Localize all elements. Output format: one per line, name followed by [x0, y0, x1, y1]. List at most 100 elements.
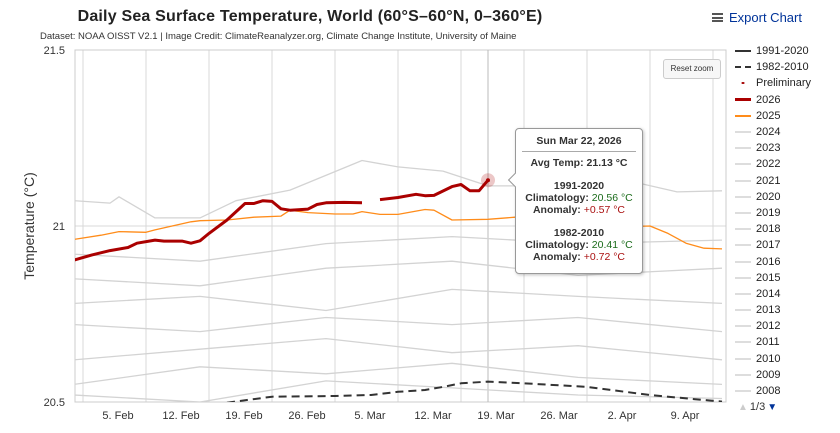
clim1-label: Climatology:: [525, 192, 589, 204]
legend-item-2025[interactable]: 2025: [735, 108, 840, 124]
series-line-2026: [379, 179, 490, 202]
plot-border: [74, 49, 727, 403]
legend-item-2024[interactable]: 2024: [735, 124, 840, 140]
x-tick-label: 19. Feb: [225, 410, 262, 422]
anom1-value: +0.57 °C: [583, 204, 626, 216]
x-tick-label: 19. Mar: [477, 410, 515, 422]
legend-item-2020[interactable]: 2020: [735, 189, 840, 205]
series-line-other-year: [75, 316, 723, 333]
x-tick-label: 26. Mar: [540, 410, 578, 422]
legend-label: 2009: [756, 368, 781, 381]
legend-swatch: [735, 373, 751, 376]
export-chart-button[interactable]: Export Chart: [712, 10, 802, 25]
legend-swatch: [735, 325, 751, 328]
legend-swatch: [735, 131, 751, 134]
x-tick-label: 2. Apr: [608, 410, 637, 422]
clim1-title: 1991-2020: [553, 180, 605, 192]
legend-item-2018[interactable]: 2018: [735, 221, 840, 237]
legend-label: 2013: [756, 304, 781, 317]
legend-pager: ▲ 1/3 ▼: [738, 401, 777, 413]
legend-item-2009[interactable]: 2009: [735, 367, 840, 383]
legend: 1991-2020 1982-2010 Preliminary 2026 2025 202…: [735, 43, 840, 399]
series-line-other-year: [75, 288, 723, 312]
legend-item-2016[interactable]: 2016: [735, 253, 840, 269]
legend-label: 2022: [756, 158, 781, 171]
legend-item-2008[interactable]: 2008: [735, 383, 840, 399]
legend-swatch: [735, 114, 751, 117]
pager-down-icon[interactable]: ▼: [767, 401, 778, 413]
legend-item-2011[interactable]: 2011: [735, 334, 840, 350]
series-line-other-year: [75, 260, 723, 287]
y-tick-label: 21.5: [44, 45, 65, 57]
legend-label: 2014: [756, 287, 781, 300]
legend-label: 1991-2020: [756, 45, 809, 58]
series-line-other-year: [75, 362, 723, 386]
anom1-row: Anomaly: +0.57 °C: [516, 204, 642, 216]
avg-label: Avg Temp:: [530, 157, 584, 169]
anom1-label: Anomaly:: [532, 204, 581, 216]
pager-up-icon[interactable]: ▲: [738, 401, 748, 413]
tooltip: Sun Mar 22, 2026 Avg Temp: 21.13 °C 1991…: [507, 128, 643, 274]
legend-swatch: [735, 50, 751, 53]
anom2-row: Anomaly: +0.72 °C: [516, 251, 642, 263]
legend-label: 2011: [756, 336, 780, 349]
legend-swatch: [735, 309, 751, 312]
legend-label: 2023: [756, 142, 781, 155]
legend-item-2010[interactable]: 2010: [735, 351, 840, 367]
x-tick-label: 5. Feb: [102, 410, 133, 422]
pager-label: 1/3: [749, 401, 766, 413]
series-line-other-year: [75, 380, 723, 402]
legend-swatch: [735, 276, 751, 279]
legend-item-preliminary[interactable]: Preliminary: [735, 75, 840, 91]
legend-label: 2010: [756, 352, 781, 365]
legend-label: 2018: [756, 223, 781, 236]
legend-label: 2012: [756, 320, 781, 333]
legend-swatch: [735, 98, 751, 102]
legend-label: 2015: [756, 271, 781, 284]
legend-label: 2021: [756, 174, 781, 187]
legend-item-2012[interactable]: 2012: [735, 318, 840, 334]
legend-item-1991-2020[interactable]: 1991-2020: [735, 43, 840, 59]
axes: 21.5 21 20.5 5. Feb 12. Feb 19. Feb 26. Feb 5. …: [21, 45, 700, 422]
x-tick-label: 5. Mar: [354, 410, 386, 422]
legend-label: 1982-2010: [756, 61, 809, 74]
legend-label: 2026: [756, 93, 781, 106]
series-line-2026: [75, 199, 363, 262]
clim1-row: Climatology: 20.56 °C: [516, 192, 642, 204]
legend-item-2017[interactable]: 2017: [735, 237, 840, 253]
y-tick-label: 21: [53, 221, 65, 233]
legend-item-2021[interactable]: 2021: [735, 173, 840, 189]
y-axis-title: Temperature (°C): [21, 172, 37, 280]
reset-zoom-button[interactable]: Reset zoom: [663, 59, 721, 79]
legend-label: 2017: [756, 239, 781, 252]
tooltip-date: Sun Mar 22, 2026: [522, 135, 636, 152]
grid: [74, 49, 727, 403]
anom2-value: +0.72 °C: [583, 251, 626, 263]
legend-swatch: [735, 195, 751, 198]
legend-item-2019[interactable]: 2019: [735, 205, 840, 221]
legend-item-2014[interactable]: 2014: [735, 286, 840, 302]
legend-item-1982-2010[interactable]: 1982-2010: [735, 59, 840, 75]
series-line-1991-2020: [226, 380, 723, 402]
legend-label: 2019: [756, 206, 781, 219]
legend-swatch: [735, 292, 751, 295]
x-tick-label: 26. Feb: [288, 410, 325, 422]
legend-item-2022[interactable]: 2022: [735, 156, 840, 172]
avg-value: 21.13 °C: [586, 157, 628, 169]
legend-item-2015[interactable]: 2015: [735, 270, 840, 286]
clim2-value: 20.41 °C: [591, 239, 633, 251]
y-tick-label: 20.5: [44, 397, 65, 409]
legend-item-2023[interactable]: 2023: [735, 140, 840, 156]
legend-swatch: [735, 228, 751, 231]
legend-label: 2016: [756, 255, 781, 268]
legend-item-2026[interactable]: 2026: [735, 92, 840, 108]
anom2-label: Anomaly:: [532, 251, 581, 263]
legend-item-2013[interactable]: 2013: [735, 302, 840, 318]
legend-swatch: [735, 211, 751, 214]
tooltip-avg: Avg Temp: 21.13 °C: [516, 157, 642, 169]
series-lines: [75, 159, 723, 402]
x-tick-label: 12. Feb: [162, 410, 199, 422]
legend-label: 2025: [756, 109, 781, 122]
legend-swatch: [735, 341, 751, 344]
